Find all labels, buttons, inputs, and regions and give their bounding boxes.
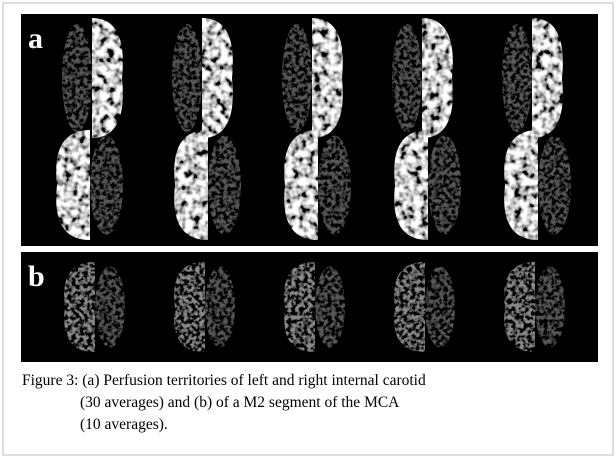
- caption-line: (30 averages) and (b) of a M2 segment of…: [80, 394, 400, 411]
- panel-label: a: [28, 22, 43, 55]
- caption-line: Figure 3: (a) Perfusion territories of l…: [22, 372, 426, 389]
- caption-line: (10 averages).: [80, 416, 168, 433]
- figure: a b Figure 3: (a) Perfusion territories …: [0, 0, 616, 458]
- panel-label: b: [28, 260, 45, 293]
